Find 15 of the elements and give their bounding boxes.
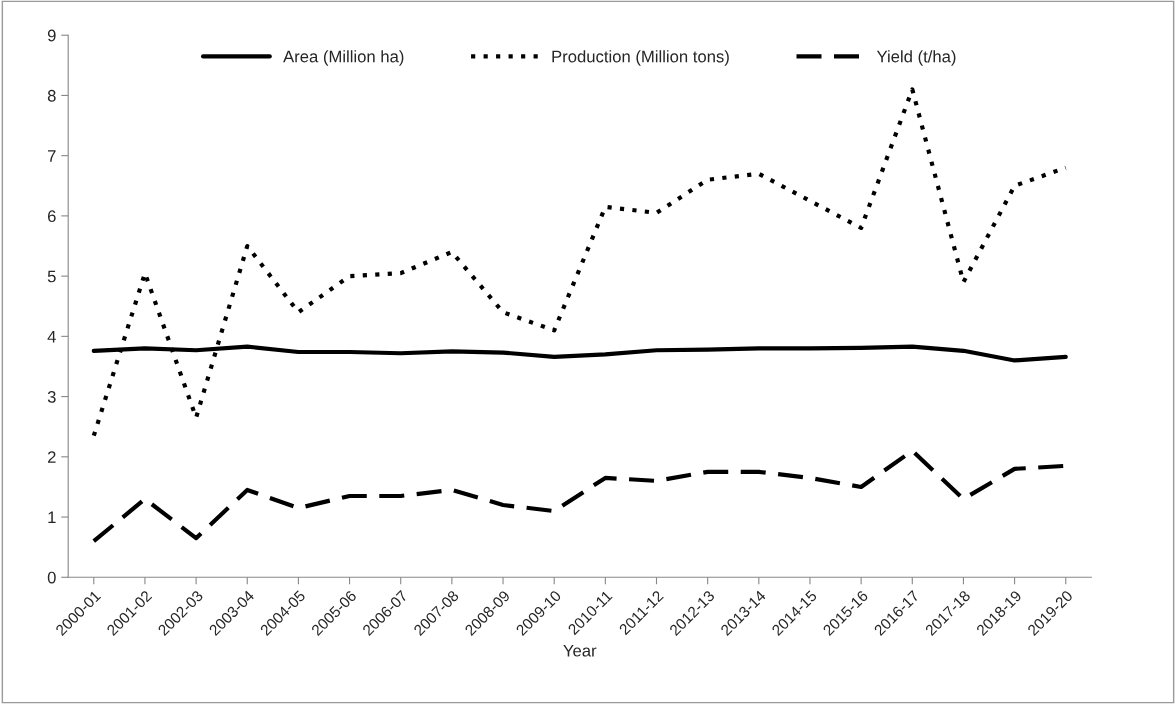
y-tick-label: 2 — [47, 451, 56, 463]
y-tick-label: 6 — [47, 210, 56, 223]
y-tick-label: 0 — [47, 571, 56, 584]
y-tick-label: 3 — [47, 390, 56, 403]
legend-label: Area (Million ha) — [283, 50, 404, 66]
y-tick-label: 4 — [47, 330, 56, 343]
line-series — [91, 87, 1068, 438]
y-tick-label: 1 — [48, 511, 56, 524]
legend-label: Production (Million tons) — [552, 50, 729, 66]
y-tick-label: 5 — [47, 270, 56, 283]
y-tick-label: 7 — [47, 150, 56, 162]
y-tick-label: 9 — [47, 29, 56, 42]
x-axis-title: Year — [563, 644, 597, 657]
legend-label: Yield (t/ha) — [876, 50, 956, 66]
y-tick-label: 8 — [47, 89, 56, 102]
